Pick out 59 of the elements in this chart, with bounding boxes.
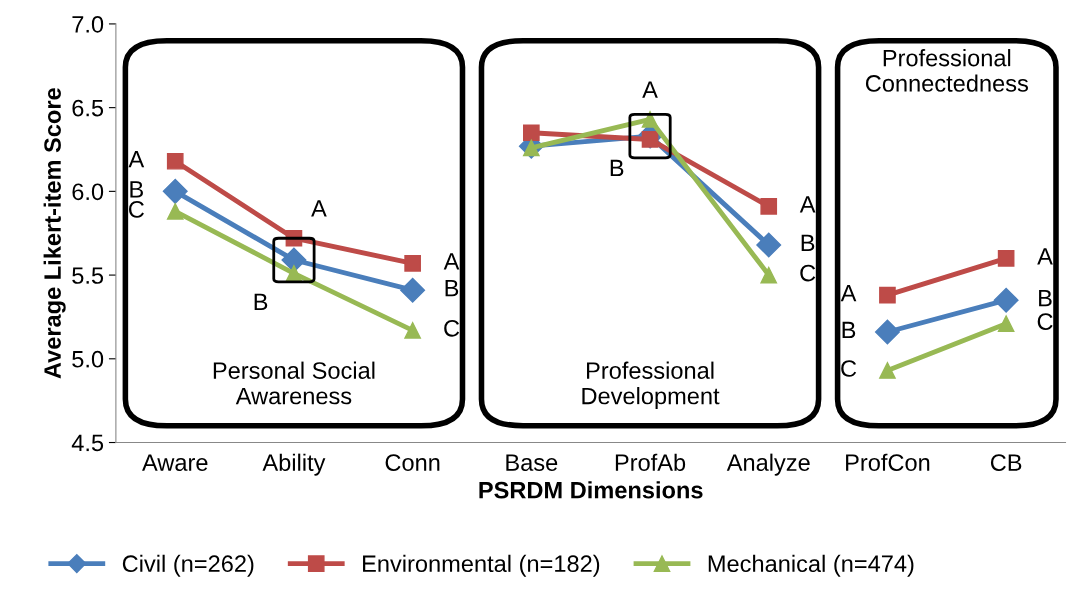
point xyxy=(404,255,421,272)
point xyxy=(523,124,540,142)
x-tick-label: Analyze xyxy=(726,453,810,476)
point xyxy=(166,152,184,170)
annotation: Professional Connectedness xyxy=(865,49,1028,92)
annotation: A xyxy=(311,200,327,217)
annotation: A xyxy=(443,253,460,270)
point xyxy=(879,286,896,304)
annotation: A xyxy=(642,81,658,98)
point xyxy=(874,319,900,345)
legend-label: Environmental (n=182) xyxy=(363,554,600,577)
y-tick-label: 6.5 xyxy=(72,99,104,117)
annotation: A xyxy=(799,196,816,213)
point xyxy=(166,203,184,220)
legend-label: Civil (n=262) xyxy=(122,554,254,577)
annotation: C xyxy=(129,201,144,218)
point xyxy=(879,362,896,379)
point xyxy=(400,277,426,303)
annotation: B xyxy=(254,293,268,311)
x-axis-title: PSRDM Dimensions xyxy=(479,481,703,499)
point xyxy=(997,250,1015,267)
x-tick-label: Base xyxy=(506,454,558,471)
point xyxy=(162,178,188,204)
annotation: C xyxy=(800,264,816,282)
annotation: B xyxy=(801,234,815,252)
annotation: C xyxy=(444,319,460,337)
annotation: Personal Social Awareness xyxy=(213,361,375,405)
y-tick-label: 4.5 xyxy=(71,434,104,452)
x-tick-label: Conn xyxy=(385,454,440,471)
x-tick-label: Aware xyxy=(142,454,208,471)
point xyxy=(404,322,421,339)
x-tick-label: Ability xyxy=(262,453,326,476)
annotation: B xyxy=(842,321,856,339)
annotation: B xyxy=(610,159,624,177)
point xyxy=(756,232,782,258)
annotation: B xyxy=(445,280,459,297)
annotation: B xyxy=(130,181,143,198)
y-tick-label: 5.0 xyxy=(72,350,104,368)
point xyxy=(997,315,1015,332)
y-tick-label: 5.5 xyxy=(72,267,104,284)
annotation: A xyxy=(128,151,145,168)
point xyxy=(760,198,778,215)
legend-label: Mechanical (n=474) xyxy=(708,554,914,577)
point xyxy=(641,111,659,128)
y-tick-label: 6.0 xyxy=(72,183,104,201)
x-tick-label: CB xyxy=(990,454,1022,471)
x-tick-label: ProfCon xyxy=(846,453,930,471)
x-tick-label: ProfAb xyxy=(615,453,686,471)
annotation: B xyxy=(1039,290,1052,307)
y-tick-label: 7.0 xyxy=(72,15,104,33)
annotation: A xyxy=(1037,248,1053,265)
annotation: A xyxy=(840,285,857,302)
y-axis-title: Average Likert-item Score xyxy=(43,88,66,379)
annotation: Professional Development xyxy=(582,361,720,410)
annotation: C xyxy=(1037,313,1053,330)
point xyxy=(523,139,540,157)
annotation: C xyxy=(841,360,857,377)
point xyxy=(760,266,778,284)
point xyxy=(993,287,1019,313)
